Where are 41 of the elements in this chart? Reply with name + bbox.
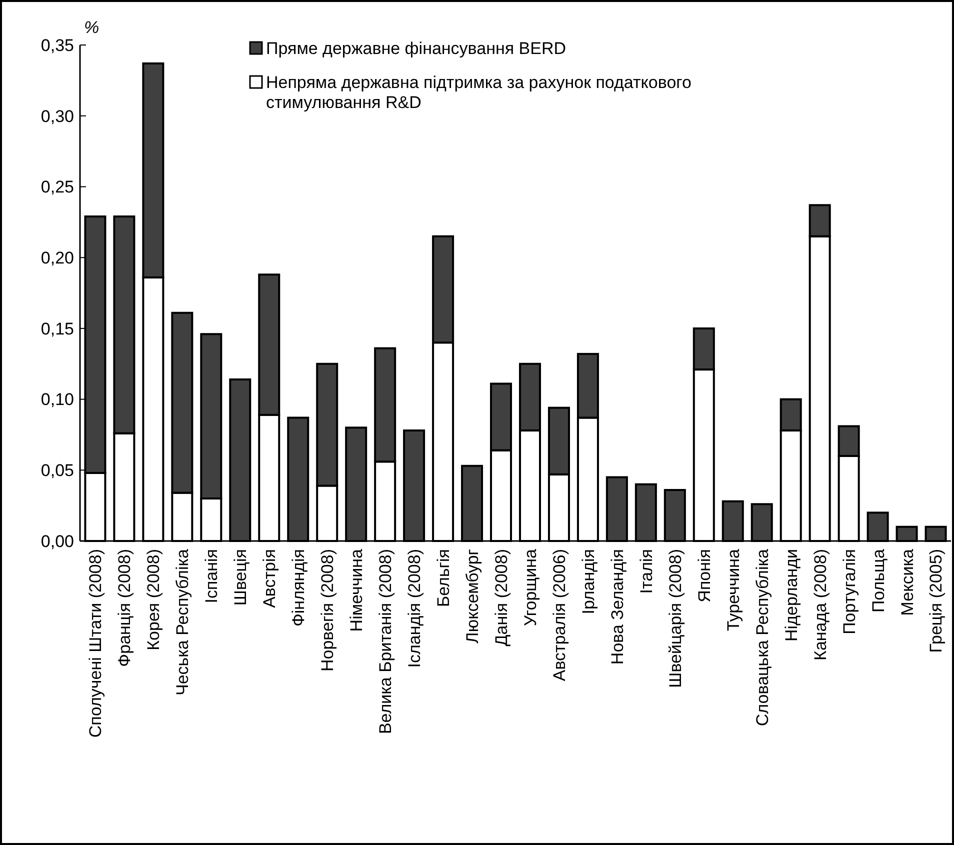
x-tick-label: Чеська Республіка	[173, 548, 192, 696]
x-tick-label: Австрія	[260, 549, 280, 608]
x-tick-label: Іспанія	[202, 549, 222, 604]
x-tick-label: Данія (2008)	[492, 549, 511, 646]
x-tick-label: Корея (2008)	[144, 549, 164, 650]
x-tick-label: Канада (2008)	[810, 549, 830, 660]
y-tick-label: 0,25	[40, 178, 74, 197]
x-tick-label: Нідерланди	[782, 549, 801, 642]
x-tick-label: Мексика	[898, 548, 917, 616]
x-tick-label: Австралія (2006)	[550, 549, 569, 682]
y-axis-title: %	[84, 18, 100, 37]
x-tick-label: Сполучені Штати (2008)	[86, 549, 106, 738]
x-tick-label: Нова Зеландія	[608, 549, 627, 665]
y-tick-label: 0,05	[40, 461, 74, 480]
legend-label: Пряме державне фінансування BERD	[266, 38, 566, 58]
x-tick-label: Бельгія	[434, 549, 453, 608]
y-tick-label: 0,20	[40, 248, 74, 268]
x-tick-label: Польща	[868, 548, 888, 613]
x-tick-label: Італія	[636, 549, 656, 594]
x-tick-label: Німеччина	[347, 548, 366, 632]
x-tick-label: Велика Британія (2008)	[376, 549, 396, 734]
y-tick-label: 0,10	[40, 390, 74, 410]
x-tick-label: Франція (2008)	[115, 549, 134, 667]
x-tick-label: Фінляндія	[289, 549, 308, 627]
x-tick-label: Норвегія (2008)	[318, 549, 338, 672]
x-tick-label: Японія	[694, 549, 714, 602]
x-tick-label: Ісландія (2008)	[405, 549, 424, 668]
x-tick-label: Угорщина	[520, 548, 540, 626]
x-tick-label: Туреччина	[724, 548, 743, 632]
legend-label: Непряма державна підтримка за рахунок податкового стимулювання R&D	[266, 72, 692, 112]
x-tick-label: Швеція	[231, 549, 250, 606]
x-tick-label: Швейцарія (2008)	[666, 549, 685, 688]
x-tick-label: Греція (2005)	[926, 549, 946, 653]
y-tick-label: 0,35	[40, 36, 74, 55]
x-tick-label: Ірландія	[578, 549, 598, 614]
x-tick-label: Португалія	[840, 549, 859, 634]
y-tick-label: 0,15	[40, 319, 74, 338]
y-tick-label: 0,00	[40, 532, 74, 551]
x-tick-label: Люксембург	[462, 549, 482, 644]
x-tick-label: Словацька Республіка	[752, 548, 772, 726]
y-tick-label: 0,30	[40, 106, 74, 126]
